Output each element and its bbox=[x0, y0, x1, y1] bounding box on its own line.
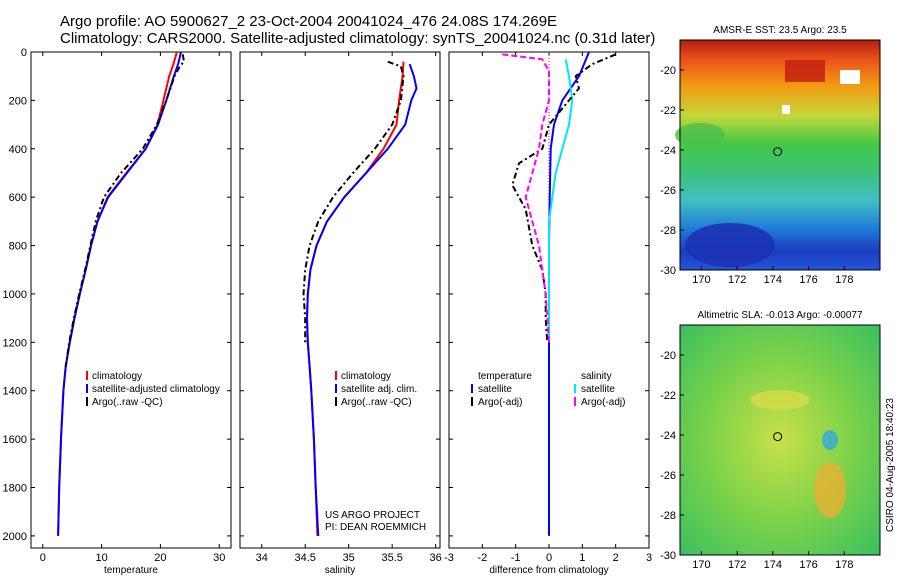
x-tick-label: 36 bbox=[430, 552, 442, 564]
map-panel-1: AMSR-E SST: 23.5 Argo: 23.5 170 172 174 176 1… bbox=[660, 25, 881, 286]
series-line-climatology bbox=[306, 61, 405, 536]
argo-location-marker bbox=[773, 147, 783, 157]
legend-label: satellite-adjusted climatology bbox=[92, 384, 220, 395]
y-tick-label: 2000 bbox=[3, 531, 27, 543]
sst-warm-patch bbox=[785, 60, 825, 82]
map-lat-label: -28 bbox=[660, 225, 676, 237]
map-lat-label: -20 bbox=[660, 65, 676, 77]
x-tick-label: 3 bbox=[646, 552, 652, 564]
x-tick-label: 2 bbox=[613, 552, 619, 564]
map-title: AMSR-E SST: 23.5 Argo: 23.5 bbox=[713, 25, 847, 36]
x-axis-label: salinity bbox=[325, 565, 356, 576]
panel-frame-1 bbox=[30, 51, 232, 549]
y-tick-label: 1400 bbox=[3, 386, 27, 398]
series-line-satellite-adj-clim- bbox=[306, 63, 418, 536]
land-mask bbox=[782, 105, 790, 114]
x-tick-label: 30 bbox=[213, 552, 225, 564]
x-tick-label: -3 bbox=[444, 552, 454, 564]
y-tick-label: 1000 bbox=[3, 289, 27, 301]
x-tick-label: -2 bbox=[477, 552, 487, 564]
series-line-argo-raw-qc- bbox=[302, 60, 405, 343]
map-lon-label: 174 bbox=[764, 559, 782, 571]
map-lat-label: -26 bbox=[660, 185, 676, 197]
legend-label: Argo(-adj) bbox=[478, 397, 522, 408]
legend-label: Argo(-adj) bbox=[581, 397, 625, 408]
figure-title-line1: Argo profile: AO 5900627_2 23-Oct-2004 2… bbox=[60, 13, 558, 30]
x-tick-label: 20 bbox=[154, 552, 166, 564]
legend-label: satellite bbox=[581, 384, 615, 395]
map-lon-label: 176 bbox=[799, 559, 817, 571]
pi-note: PI: DEAN ROEMMICH bbox=[325, 522, 426, 533]
y-tick-label: 1200 bbox=[3, 337, 27, 349]
y-tick-label: 400 bbox=[9, 144, 27, 156]
map-title: Altimetric SLA: -0.013 Argo: -0.00077 bbox=[697, 310, 863, 321]
map-frame bbox=[679, 39, 881, 271]
map-lon-label: 170 bbox=[692, 559, 710, 571]
map-lat-label: -30 bbox=[660, 265, 676, 277]
legend-label: climatology bbox=[341, 371, 391, 382]
x-tick-label: 34 bbox=[256, 552, 268, 564]
map-lat-label: -30 bbox=[660, 550, 676, 562]
sst-cold-patch bbox=[685, 223, 775, 267]
legend-label: salinity bbox=[581, 371, 612, 382]
map-lon-label: 178 bbox=[835, 274, 853, 286]
map-lat-label: -24 bbox=[660, 430, 676, 442]
y-tick-label: 1600 bbox=[3, 434, 27, 446]
map-lat-label: -26 bbox=[660, 470, 676, 482]
map-frame bbox=[679, 324, 881, 556]
series-line-argo-adj- bbox=[502, 53, 550, 343]
x-tick-label: 35.5 bbox=[381, 552, 402, 564]
map-lat-label: -24 bbox=[660, 145, 676, 157]
map-lat-label: -22 bbox=[660, 105, 676, 117]
x-tick-label: 34.5 bbox=[295, 552, 316, 564]
legend-label: satellite adj. clim. bbox=[341, 384, 417, 395]
x-tick-label: 1 bbox=[579, 552, 585, 564]
figure-title-line2: Climatology: CARS2000. Satellite-adjuste… bbox=[60, 30, 656, 47]
timestamp-side-label: CSIRO 04-Aug-2005 18:40:23 bbox=[885, 398, 896, 532]
series-line-argo-adj- bbox=[511, 53, 617, 343]
x-tick-label: 0 bbox=[40, 552, 46, 564]
land-mask bbox=[840, 70, 860, 84]
legend-label: temperature bbox=[478, 371, 532, 382]
x-axis-label: difference from climatology bbox=[489, 565, 608, 576]
argo-location-marker bbox=[773, 432, 783, 442]
map-lon-label: 178 bbox=[835, 559, 853, 571]
series-line-argo-raw-qc- bbox=[64, 54, 185, 367]
map-lat-label: -22 bbox=[660, 390, 676, 402]
legend-label: Argo(..raw -QC) bbox=[341, 397, 412, 408]
map-lon-label: 172 bbox=[728, 559, 746, 571]
sst-mid-patch bbox=[675, 123, 725, 147]
map-lon-label: 176 bbox=[799, 274, 817, 286]
project-note: US ARGO PROJECT bbox=[325, 510, 420, 521]
x-tick-label: 0 bbox=[546, 552, 552, 564]
y-tick-label: 600 bbox=[9, 192, 27, 204]
sla-low-patch bbox=[822, 430, 838, 450]
map-lon-label: 170 bbox=[692, 274, 710, 286]
sla-high-patch bbox=[814, 462, 846, 518]
x-tick-label: -1 bbox=[511, 552, 521, 564]
legend-label: satellite bbox=[478, 384, 512, 395]
legend-label: climatology bbox=[92, 371, 142, 382]
y-tick-label: 800 bbox=[9, 241, 27, 253]
y-tick-label: 0 bbox=[21, 47, 27, 59]
map-lon-label: 174 bbox=[764, 274, 782, 286]
series-line-satellite bbox=[548, 59, 574, 343]
y-tick-label: 1800 bbox=[3, 483, 27, 495]
x-tick-label: 35 bbox=[343, 552, 355, 564]
map-lat-label: -28 bbox=[660, 510, 676, 522]
map-lon-label: 172 bbox=[728, 274, 746, 286]
legend-label: Argo(..raw -QC) bbox=[92, 397, 163, 408]
x-axis-label: temperature bbox=[104, 565, 158, 576]
x-tick-label: 10 bbox=[95, 552, 107, 564]
panel-frame-2 bbox=[239, 51, 441, 549]
map-panel-2: Altimetric SLA: -0.013 Argo: -0.00077 170… bbox=[660, 310, 881, 571]
map-lat-label: -20 bbox=[660, 350, 676, 362]
sla-ridge-patch bbox=[750, 390, 810, 410]
y-tick-label: 200 bbox=[9, 95, 27, 107]
series-line-satellite-adjusted-climatology bbox=[57, 51, 182, 536]
